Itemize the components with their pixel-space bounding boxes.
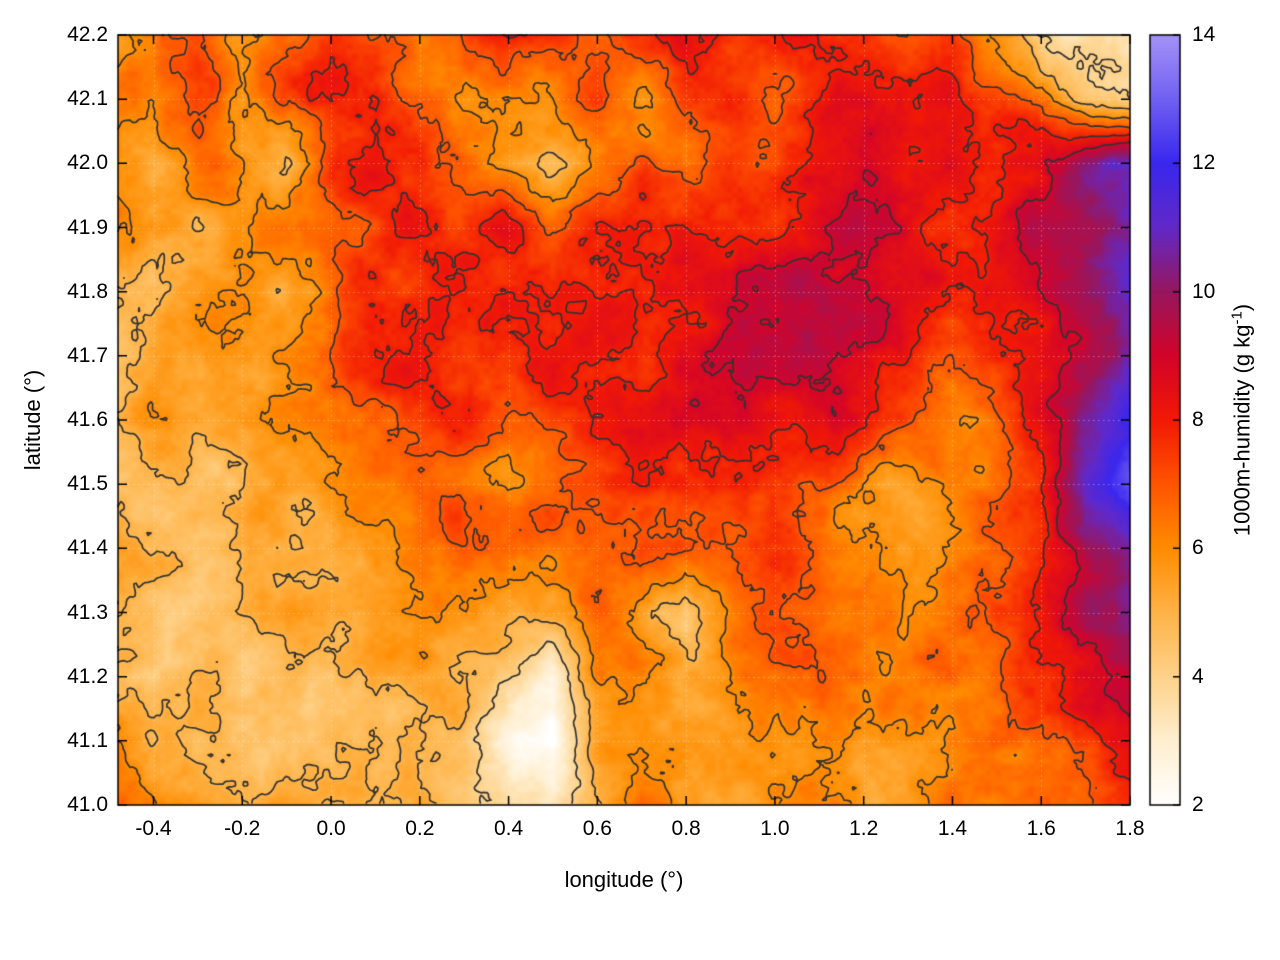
y-tick-label: 42.1 [67, 87, 108, 111]
y-tick-label: 41.3 [67, 600, 108, 624]
y-tick-label: 41.4 [67, 536, 108, 560]
x-tick-label: 1.0 [760, 817, 790, 840]
colorbar-title-superscript: -1 [1228, 311, 1246, 325]
colorbar-title-close: ) [1229, 303, 1255, 312]
y-tick-label: 41.6 [67, 408, 108, 431]
y-tick-label: 41.7 [67, 343, 108, 367]
x-tick-label: 1.2 [849, 817, 879, 840]
y-tick-label: 41.9 [67, 215, 108, 239]
y-tick-label: 41.8 [67, 279, 108, 303]
colorbar-tick-label: 14 [1192, 23, 1216, 46]
y-tick-label: 41.0 [67, 793, 108, 816]
colorbar-tick-label: 10 [1192, 279, 1216, 303]
colorbar-tick-label: 2 [1192, 793, 1204, 816]
x-tick-label: 1.6 [1026, 817, 1056, 840]
x-tick-label: 0.6 [582, 817, 612, 840]
colorbar-tick-label: 6 [1192, 536, 1204, 560]
x-tick-label: 0.0 [316, 817, 346, 840]
x-axis-title: longitude (°) [564, 867, 684, 892]
y-tick-label: 41.2 [67, 664, 108, 688]
colorbar-tick-label: 4 [1192, 664, 1204, 688]
x-tick-label: 0.2 [405, 817, 435, 840]
y-tick-label: 42.2 [67, 23, 108, 46]
colorbar-title-main: 1000m-humidity (g kg [1229, 324, 1255, 537]
colorbar-tick-label: 12 [1192, 151, 1216, 175]
x-tick-label: 0.8 [671, 817, 701, 840]
x-tick-label: 1.4 [937, 817, 968, 840]
x-tick-label: -0.2 [224, 817, 261, 840]
y-axis-title: latitude (°) [20, 369, 45, 471]
colorbar-tick-label: 8 [1192, 408, 1204, 431]
y-tick-label: 41.5 [67, 472, 108, 496]
x-tick-label: 1.8 [1115, 817, 1145, 840]
y-tick-label: 41.1 [67, 728, 108, 752]
x-tick-label: -0.4 [135, 817, 172, 840]
y-tick-label: 42.0 [67, 151, 108, 175]
x-tick-label: 0.4 [493, 817, 524, 840]
colorbar-title: 1000m-humidity (g kg-1) [1228, 304, 1255, 536]
